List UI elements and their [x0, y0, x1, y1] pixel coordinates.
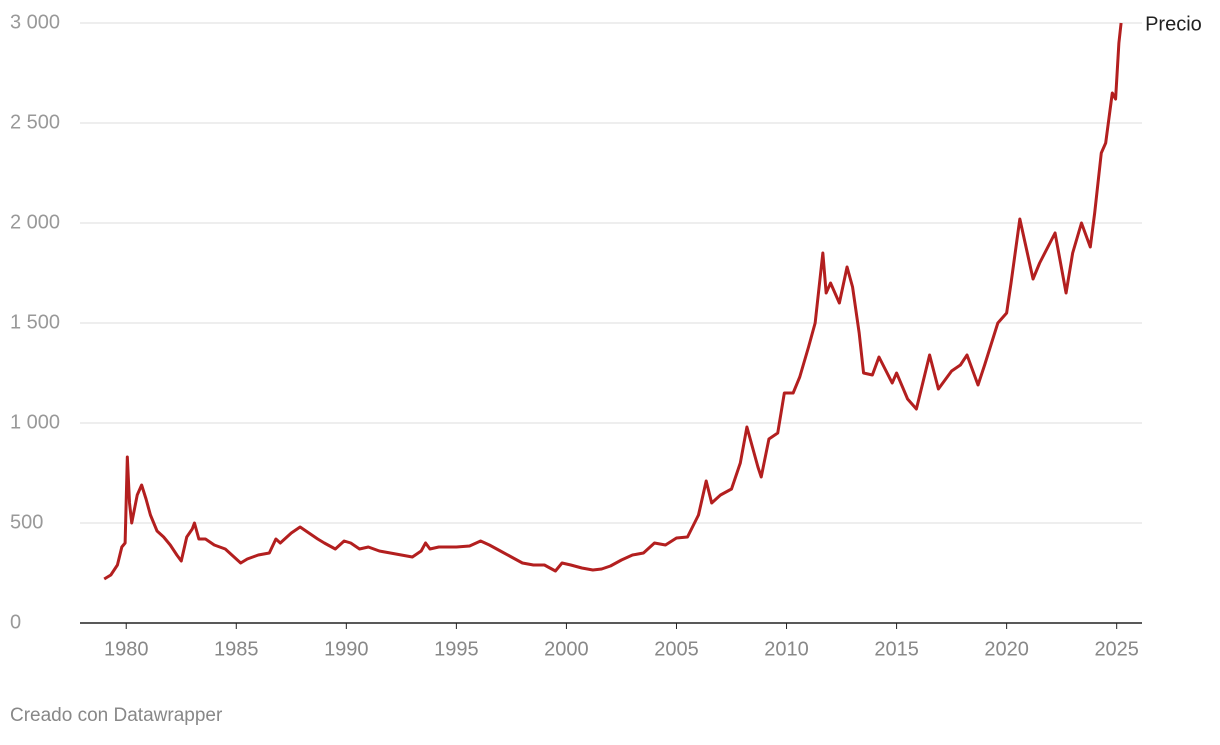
x-tick-label: 1980 — [104, 638, 149, 660]
source-note: Creado con Datawrapper — [10, 705, 223, 726]
x-tick-label: 2010 — [764, 638, 809, 660]
x-tick-label: 2015 — [874, 638, 919, 660]
series-label: Precio — [1145, 13, 1202, 35]
price-line — [103, 22, 1123, 581]
x-tick-label: 2020 — [984, 638, 1029, 660]
y-tick-label: 3 000 — [10, 11, 60, 33]
y-tick-label: 2 500 — [10, 111, 60, 133]
x-tick-label: 1990 — [324, 638, 369, 660]
y-tick-label: 2 000 — [10, 211, 60, 233]
x-tick-label: 1995 — [434, 638, 479, 660]
y-tick-label: 0 — [10, 611, 21, 633]
y-tick-label: 500 — [10, 511, 43, 533]
x-tick-label: 2000 — [544, 638, 589, 660]
x-tick-label: 2025 — [1094, 638, 1139, 660]
y-tick-label: 1 000 — [10, 411, 60, 433]
x-tick-label: 2005 — [654, 638, 699, 660]
x-tick-label: 1985 — [214, 638, 259, 660]
y-tick-label: 1 500 — [10, 311, 60, 333]
